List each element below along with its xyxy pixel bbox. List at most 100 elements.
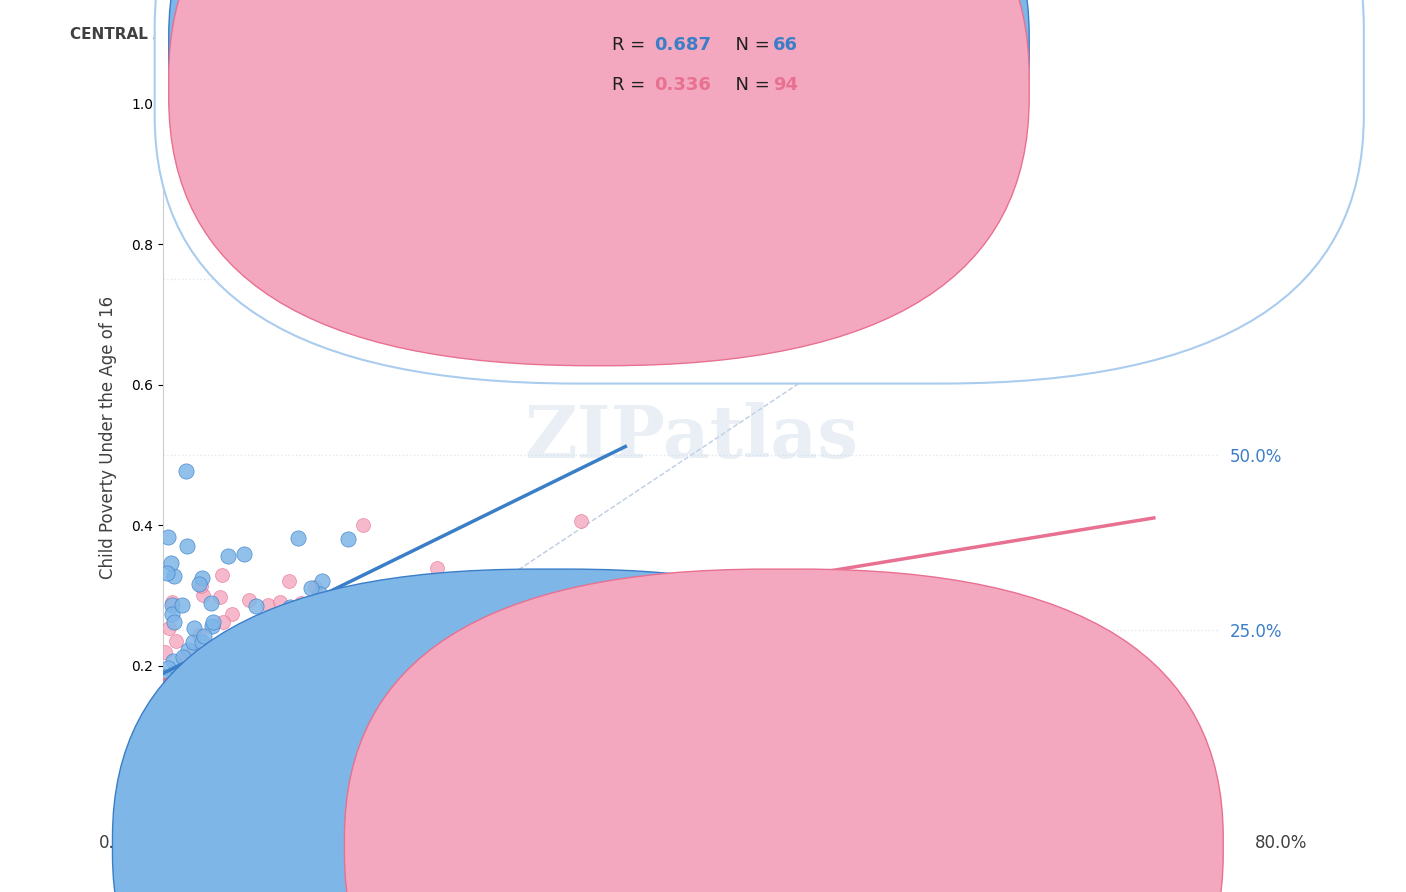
Point (231, 654, 253, 668)
Point (198, 647, 221, 661)
Point (188, 689, 211, 703)
Text: Central American Indians: Central American Indians (576, 838, 770, 853)
Point (256, 709, 278, 723)
Point (211, 568, 233, 582)
Point (160, 607, 183, 621)
Point (426, 561, 449, 575)
Point (155, 566, 177, 580)
Point (278, 574, 301, 589)
Point (311, 574, 333, 588)
Point (599, 640, 621, 655)
Point (173, 680, 195, 694)
Point (160, 598, 183, 612)
Y-axis label: Child Poverty Under the Age of 16: Child Poverty Under the Age of 16 (100, 296, 117, 579)
Point (204, 710, 226, 724)
Point (200, 596, 222, 610)
Point (174, 464, 197, 478)
Point (183, 644, 205, 658)
Point (236, 714, 259, 729)
Point (187, 628, 209, 642)
Point (200, 645, 222, 659)
Point (273, 673, 295, 688)
Point (160, 557, 183, 571)
Point (177, 642, 200, 657)
Point (162, 615, 184, 629)
Point (156, 685, 179, 699)
Point (193, 629, 215, 643)
Point (159, 621, 181, 635)
Point (290, 596, 312, 610)
Point (256, 632, 278, 646)
Point (177, 785, 200, 799)
Point (163, 668, 186, 682)
Point (225, 690, 247, 704)
Point (221, 607, 243, 621)
Point (252, 657, 274, 672)
Point (200, 619, 222, 633)
Point (212, 640, 235, 654)
Point (259, 618, 281, 632)
Point (278, 599, 301, 614)
Point (287, 531, 309, 545)
Point (285, 690, 308, 705)
Point (181, 634, 204, 648)
Point (204, 728, 226, 742)
Point (229, 711, 252, 725)
Point (239, 652, 262, 666)
Point (209, 762, 232, 776)
Point (162, 654, 184, 668)
Point (156, 530, 179, 544)
Point (304, 664, 326, 678)
Point (245, 644, 267, 658)
Point (232, 759, 254, 773)
Point (299, 581, 322, 595)
Point (249, 622, 271, 636)
Point (288, 656, 311, 670)
Point (167, 712, 190, 726)
Text: R =: R = (612, 76, 651, 94)
Point (195, 694, 218, 708)
Point (217, 549, 239, 564)
Point (211, 615, 233, 629)
Point (238, 593, 260, 607)
Point (364, 604, 387, 618)
Point (201, 665, 224, 679)
Point (170, 679, 193, 693)
Text: 0.336: 0.336 (654, 76, 710, 94)
Point (294, 721, 316, 735)
Point (193, 758, 215, 772)
Point (184, 785, 207, 799)
Point (259, 624, 281, 638)
Point (287, 646, 309, 660)
Point (233, 547, 256, 561)
Text: CENTRAL AMERICAN INDIAN VS CENTRAL AMERICAN CHILD POVERTY UNDER THE AGE OF 16 CO: CENTRAL AMERICAN INDIAN VS CENTRAL AMERI… (70, 27, 1045, 42)
Point (165, 782, 187, 797)
Point (170, 677, 193, 691)
Point (252, 714, 274, 728)
Point (191, 634, 214, 648)
Point (173, 651, 195, 665)
Point (222, 640, 245, 654)
Point (197, 657, 219, 672)
Point (221, 684, 243, 698)
Point (172, 681, 194, 696)
Point (309, 587, 332, 601)
Point (352, 518, 374, 533)
Point (160, 595, 183, 609)
Point (190, 682, 212, 697)
Text: 66: 66 (773, 36, 799, 54)
Point (254, 653, 277, 667)
Point (198, 663, 221, 677)
Point (200, 640, 222, 655)
Point (179, 684, 201, 698)
Point (304, 580, 326, 594)
Point (174, 657, 197, 672)
Point (166, 708, 188, 723)
Point (191, 572, 214, 586)
Point (457, 646, 479, 660)
Point (163, 569, 186, 583)
Point (269, 595, 291, 609)
Point (170, 731, 193, 745)
Point (212, 681, 235, 695)
Point (190, 719, 212, 733)
